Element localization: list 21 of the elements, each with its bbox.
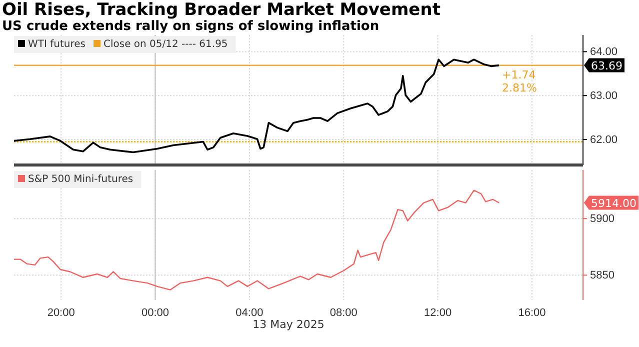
annotation: +1.74	[502, 68, 536, 82]
x-tick-label: 08:00	[330, 306, 358, 319]
legend-label: Close on 05/12 ---- 61.95	[104, 39, 228, 50]
y-tick-label: 62.00	[590, 134, 618, 146]
y-tick-label: 5850	[590, 270, 614, 282]
y-tick-label: 5900	[590, 213, 614, 226]
x-axis-title: 13 May 2025	[252, 318, 324, 331]
legend-label: WTI futures	[28, 39, 86, 50]
x-tick-label: 16:00	[518, 306, 546, 319]
text: 5914.00	[591, 196, 636, 210]
legend-label: S&P 500 Mini-futures	[28, 174, 134, 185]
annotation: 2.81%	[502, 81, 537, 94]
annotation: 63.69	[591, 59, 622, 72]
chart-title: Oil Rises, Tracking Broader Market Movement	[2, 0, 440, 20]
y-tick-label: 64.00	[590, 46, 618, 58]
chart-subtitle: US crude extends rally on signs of slowing inflation	[2, 19, 380, 34]
x-tick-label: 12:00	[424, 306, 452, 319]
y-tick-label: 63.00	[590, 90, 618, 102]
x-tick-label: 04:00	[236, 306, 264, 319]
x-tick-label: 00:00	[142, 306, 170, 319]
x-tick-label: 20:00	[47, 306, 75, 319]
